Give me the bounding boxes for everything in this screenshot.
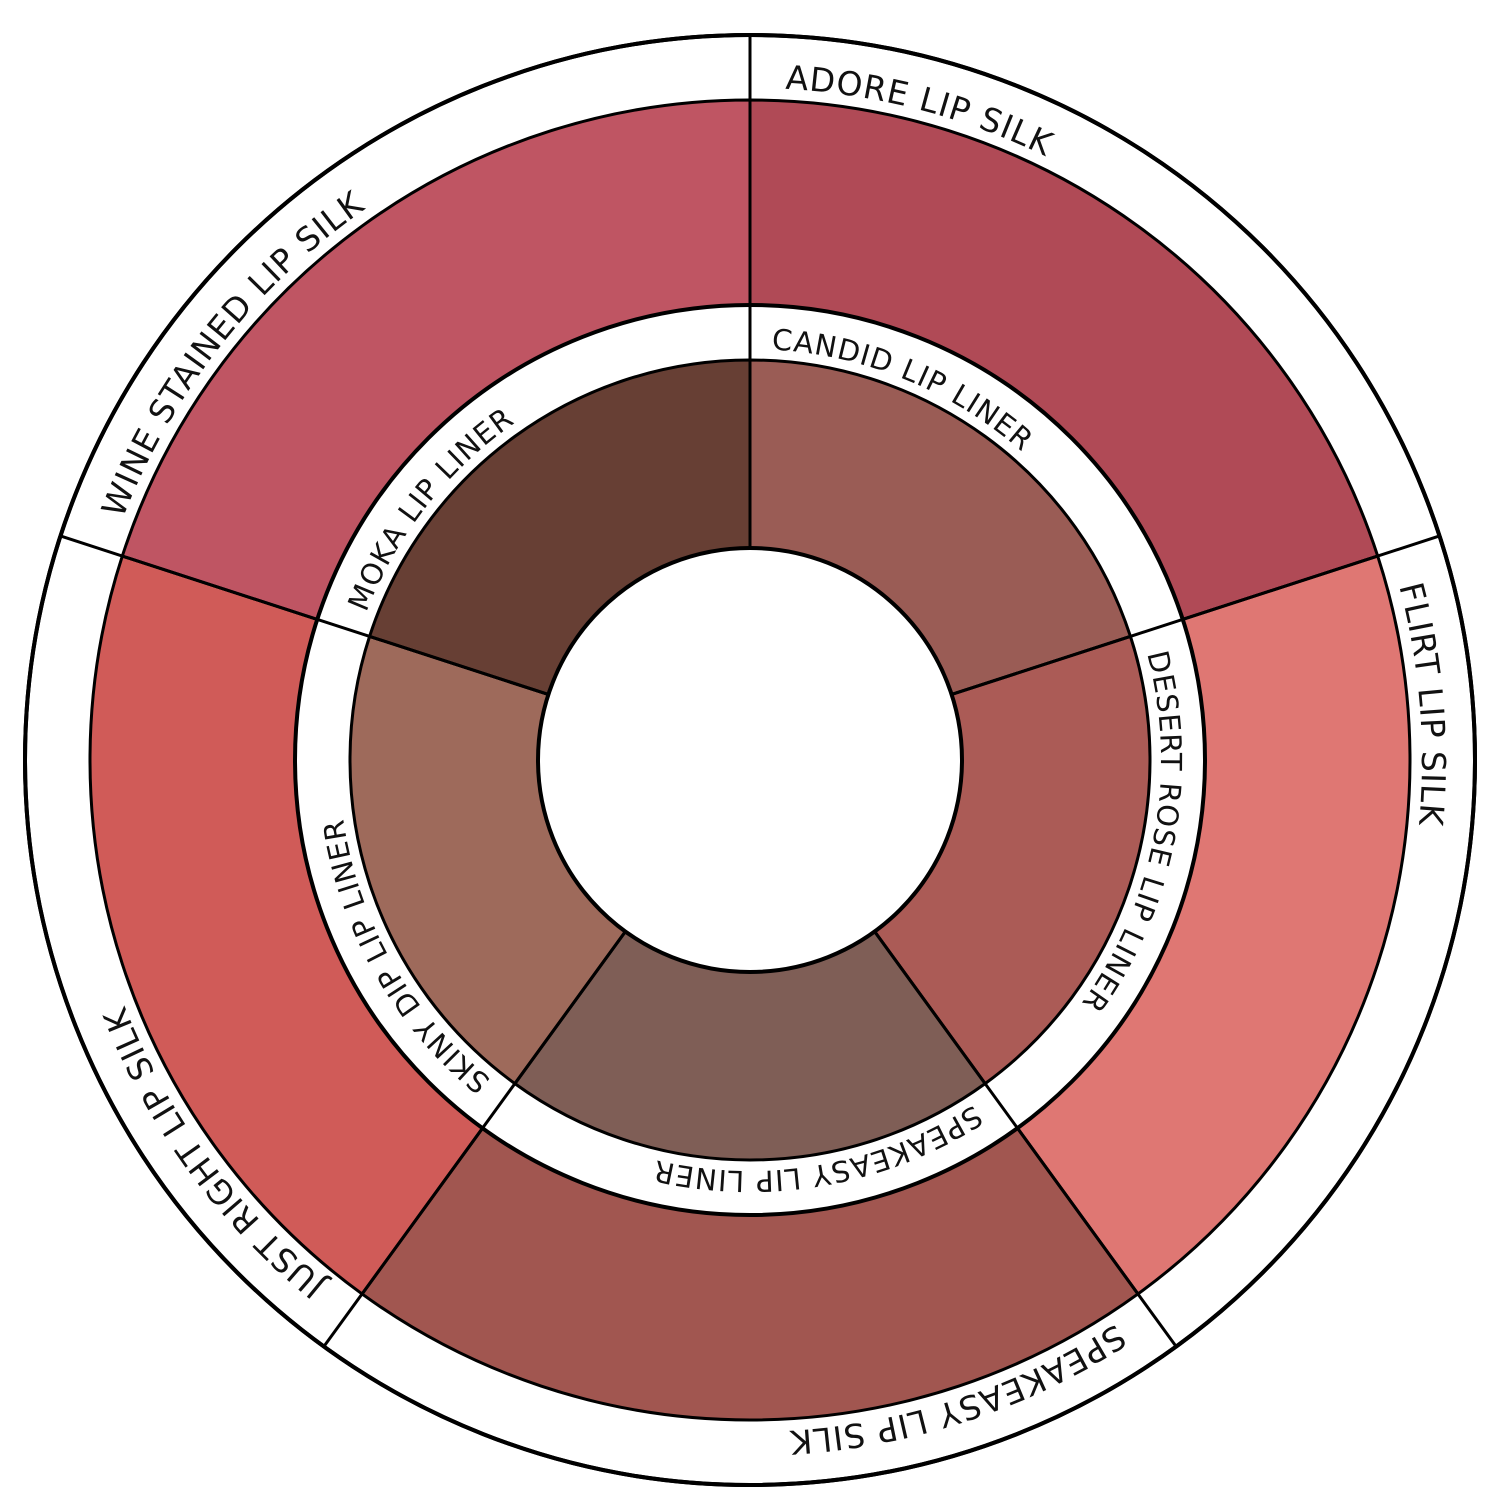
divider-line: [60, 534, 549, 696]
divider-line: [322, 930, 627, 1348]
outer-border: [23, 33, 1477, 1487]
divider-line: [873, 930, 1178, 1348]
center-hole: [536, 546, 964, 974]
divider-line: [951, 534, 1440, 696]
